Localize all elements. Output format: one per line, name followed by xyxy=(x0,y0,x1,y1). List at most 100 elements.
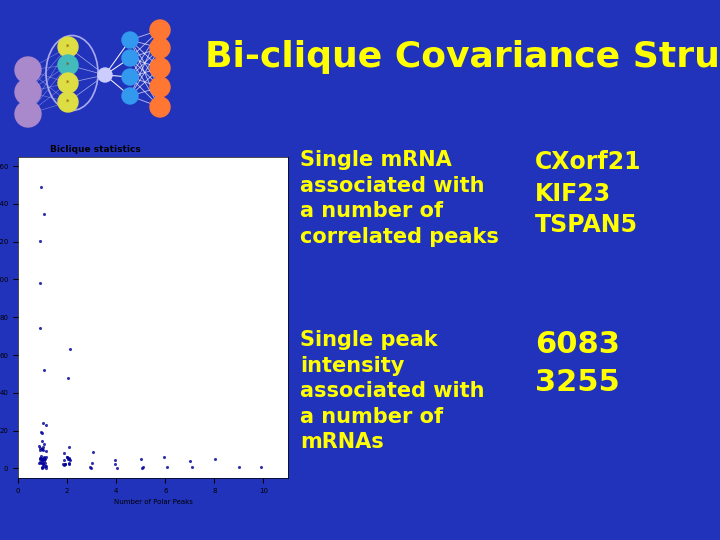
Point xyxy=(35,237,46,246)
Point xyxy=(64,456,76,464)
Point xyxy=(184,457,195,465)
Point xyxy=(36,463,48,472)
Point xyxy=(37,459,49,468)
Circle shape xyxy=(122,32,138,48)
Point xyxy=(40,462,51,470)
Point xyxy=(35,455,46,464)
Point xyxy=(37,463,48,471)
Point xyxy=(38,440,50,448)
Point xyxy=(36,464,48,472)
Point xyxy=(109,460,120,468)
Point xyxy=(35,458,47,467)
Point xyxy=(86,459,98,468)
Circle shape xyxy=(58,37,78,57)
Point xyxy=(35,324,46,333)
Point xyxy=(59,460,71,469)
Point xyxy=(36,428,48,437)
Circle shape xyxy=(150,97,170,117)
X-axis label: Number of Polar Peaks: Number of Polar Peaks xyxy=(114,499,192,505)
Text: 6083
3255: 6083 3255 xyxy=(535,330,620,397)
Point xyxy=(35,454,46,463)
Point xyxy=(64,344,76,353)
Point xyxy=(61,453,73,462)
Point xyxy=(60,459,71,468)
Circle shape xyxy=(150,38,170,58)
Circle shape xyxy=(150,77,170,97)
Point xyxy=(37,457,48,466)
Circle shape xyxy=(15,101,41,127)
Point xyxy=(86,464,97,472)
Point xyxy=(34,458,45,467)
Point xyxy=(40,453,52,461)
Point xyxy=(37,443,48,452)
Circle shape xyxy=(58,55,78,75)
Point xyxy=(35,279,46,288)
Point xyxy=(39,458,50,467)
Text: *: * xyxy=(66,99,70,105)
Text: CXorf21
KIF23
TSPAN5: CXorf21 KIF23 TSPAN5 xyxy=(535,150,642,237)
Point xyxy=(38,366,50,374)
Circle shape xyxy=(58,73,78,93)
Point xyxy=(37,210,49,219)
Point xyxy=(40,420,52,429)
Point xyxy=(34,458,45,467)
Circle shape xyxy=(150,58,170,78)
Point xyxy=(34,441,45,450)
Point xyxy=(135,455,147,464)
Text: *: * xyxy=(66,80,70,86)
Circle shape xyxy=(15,79,41,105)
Point xyxy=(35,428,47,436)
Point xyxy=(38,455,50,463)
Point xyxy=(36,437,48,445)
Point xyxy=(138,462,149,471)
Circle shape xyxy=(150,20,170,40)
Point xyxy=(40,455,51,463)
Point xyxy=(35,455,47,463)
Point xyxy=(36,454,48,463)
Text: Single mRNA
associated with
a number of
correlated peaks: Single mRNA associated with a number of … xyxy=(300,150,499,247)
Text: Bi-clique Covariance Structure: Bi-clique Covariance Structure xyxy=(205,40,720,74)
Point xyxy=(36,445,48,454)
Point xyxy=(63,455,75,463)
Point xyxy=(63,460,75,469)
Point xyxy=(63,443,75,451)
Point xyxy=(37,419,49,428)
Circle shape xyxy=(122,88,138,104)
Point xyxy=(58,448,69,457)
Point xyxy=(37,460,49,469)
Point xyxy=(61,453,73,461)
Point xyxy=(34,446,45,454)
Point xyxy=(38,457,50,466)
Text: Single peak
intensity
associated with
a number of
mRNAs: Single peak intensity associated with a … xyxy=(300,330,485,453)
Point xyxy=(111,463,122,472)
Point xyxy=(58,461,70,469)
Point xyxy=(40,447,52,455)
Circle shape xyxy=(15,57,41,83)
Point xyxy=(35,183,47,191)
Point xyxy=(59,456,71,464)
Point xyxy=(35,452,46,461)
Text: *: * xyxy=(66,62,70,68)
Point xyxy=(88,448,99,457)
Point xyxy=(186,463,197,472)
Point xyxy=(84,463,96,471)
Point xyxy=(37,446,48,455)
Circle shape xyxy=(58,92,78,112)
Text: *: * xyxy=(66,44,70,50)
Point xyxy=(36,456,48,464)
Circle shape xyxy=(98,68,112,82)
Point xyxy=(40,464,52,472)
Point xyxy=(161,463,173,471)
Point xyxy=(62,454,73,463)
Point xyxy=(137,464,148,472)
Circle shape xyxy=(122,69,138,85)
Point xyxy=(109,455,120,464)
Circle shape xyxy=(122,50,138,66)
Point xyxy=(35,454,47,462)
Point xyxy=(58,460,69,469)
Point xyxy=(158,453,169,461)
Point xyxy=(39,454,50,463)
Point xyxy=(210,455,221,463)
Point xyxy=(37,453,49,462)
Point xyxy=(256,462,267,471)
